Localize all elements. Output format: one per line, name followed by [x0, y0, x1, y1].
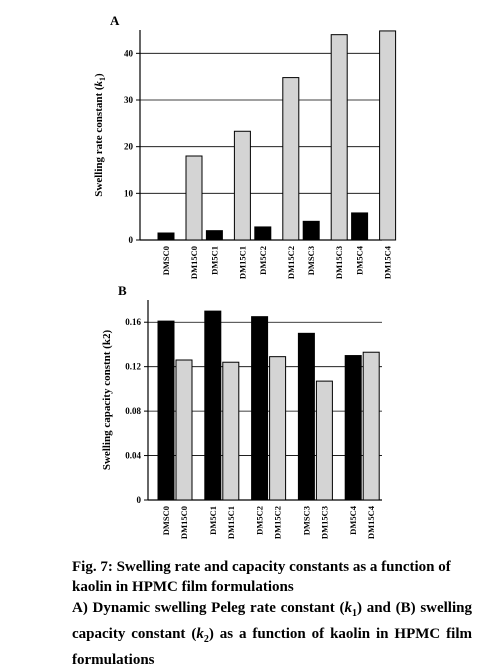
panel-a-tick-label-1: 10 [124, 188, 134, 198]
caption-body-part-a: A) Dynamic swelling Peleg rate constant … [72, 600, 345, 616]
panel-a-bar-4-1 [379, 30, 397, 241]
caption-body-part-b: ) and (B) swelling capacity constant ( [72, 600, 472, 642]
caption-body-part-c: ) as a function of kaolin in HPMC film f… [72, 626, 472, 668]
panel-a-category-label-2-1: DM15C2 [286, 246, 296, 279]
panel-a-category-label-3-1: DM15C3 [334, 246, 344, 279]
figure-caption-title: Fig. 7: Swelling rate and capacity const… [72, 557, 472, 597]
panel-a-chart: A 0 10 20 30 40 DMSC0 DM15C0 DM5C1 DM15C1 DM5C2 DM1… [93, 13, 397, 279]
panel-b-bar-1-1 [222, 361, 240, 501]
panel-a-bar-2-0 [254, 226, 272, 241]
panel-b-bar-2-0 [251, 316, 269, 501]
panel-a-tick-label-4: 40 [124, 48, 134, 58]
panel-a-category-label-1-0: DM5C1 [209, 246, 219, 275]
panel-b-tick-label-2: 0.08 [125, 406, 141, 416]
panel-b-category-label-0-0: DMSC0 [161, 506, 171, 535]
figure-caption-body: A) Dynamic swelling Peleg rate constant … [72, 598, 472, 670]
panel-a-category-label-2-0: DM5C2 [258, 246, 268, 275]
panel-a-category-label-0-1: DM15C0 [189, 246, 199, 279]
panel-b-y-axis-title: Swelling capacity constnt (k2) [101, 330, 113, 471]
panel-b-category-label-4-0: DM5C4 [348, 505, 358, 535]
caption-k1-subscript: 1 [351, 608, 357, 619]
panel-b-tick-label-1: 0.04 [125, 451, 141, 461]
panel-a-bar-0-0 [157, 232, 175, 241]
panel-a-category-label-3-0: DMSC3 [306, 246, 316, 275]
y-axis-title-text: Swelling capacity constnt (k2) [101, 330, 113, 471]
panel-b-category-label-3-1: DM15C3 [319, 506, 329, 539]
panel-b-bar-1-0 [204, 310, 222, 501]
y-axis-title-text: Swelling rate constant ( [93, 86, 105, 197]
panel-a-category-label-1-1: DM15C1 [237, 246, 247, 279]
panel-a-bar-4-0 [351, 212, 369, 241]
panel-a-bar-1-0 [205, 230, 223, 241]
panel-a-category-label-4-0: DM5C4 [355, 245, 365, 275]
panel-b-chart: B 0 0.04 0.08 0.12 0.16 DMSC0 DM15C0 DM5C1 DM15C1… [101, 283, 382, 539]
y-axis-title-symbol: k [93, 80, 105, 86]
panel-b-tick-label-0: 0 [137, 495, 142, 505]
caption-title-text: Fig. 7: Swelling rate and capacity const… [72, 559, 451, 595]
caption-k2-symbol: k [196, 626, 204, 642]
panel-b-bar-4-1 [362, 351, 380, 501]
panel-a-bar-0-1 [185, 155, 203, 241]
panel-b-bar-0-0 [157, 320, 175, 501]
panel-b-tick-label-3: 0.12 [125, 362, 141, 372]
panel-a-bar-2-1 [282, 77, 300, 241]
panel-b-category-label-2-0: DM5C2 [255, 506, 265, 535]
y-axis-title-close: ) [93, 73, 105, 77]
panel-a-tick-label-3: 30 [124, 95, 134, 105]
panel-b-category-label-2-1: DM15C2 [273, 506, 283, 539]
panel-a-tick-label-0: 0 [129, 235, 134, 245]
caption-k1-symbol: k [344, 600, 352, 616]
panel-b-category-label-0-1: DM15C0 [179, 506, 189, 539]
panel-a-category-label-0-0: DMSC0 [161, 246, 171, 275]
panel-b-category-label-1-1: DM15C1 [226, 506, 236, 539]
panel-b-letter: B [118, 283, 127, 298]
panel-a-bar-3-1 [330, 34, 348, 241]
panel-b-bar-2-1 [269, 356, 287, 501]
panel-a-y-axis-title: Swelling rate constant (k1) [93, 73, 107, 197]
panel-b-tick-label-4: 0.16 [125, 317, 141, 327]
panel-b-bar-3-1 [315, 380, 333, 501]
panel-b-bar-0-1 [175, 359, 193, 501]
y-axis-title-subscript: 1 [98, 77, 107, 81]
panel-b-bar-3-0 [297, 332, 315, 501]
panel-b-category-label-1-0: DM5C1 [208, 506, 218, 535]
panel-b-category-label-3-0: DMSC3 [301, 506, 311, 535]
panel-a-bar-3-0 [302, 220, 320, 241]
caption-k2-subscript: 2 [203, 634, 209, 645]
panel-a-letter: A [110, 13, 120, 28]
panel-a-category-label-4-1: DM15C4 [383, 245, 393, 279]
panel-a-bar-1-1 [233, 130, 251, 241]
panel-b-bar-4-0 [344, 355, 362, 501]
panel-a-tick-label-2: 20 [124, 142, 134, 152]
panel-b-category-label-4-1: DM15C4 [366, 505, 376, 539]
